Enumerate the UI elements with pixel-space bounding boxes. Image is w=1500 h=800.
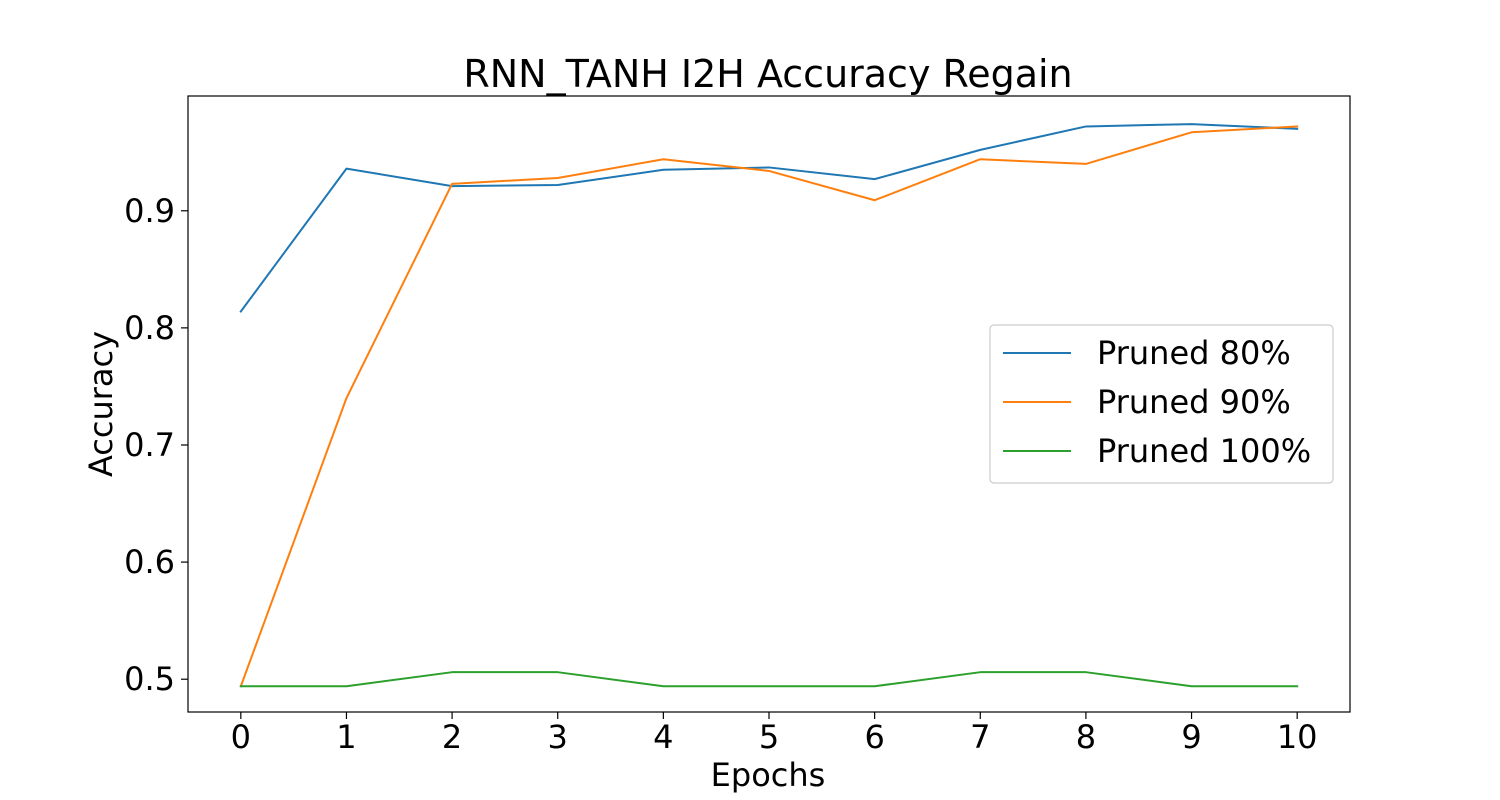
x-tick-label: 10 bbox=[1277, 718, 1318, 756]
legend-box bbox=[989, 324, 1334, 484]
x-axis-ticks: 0 1 2 3 4 5 6 7 8 9 10 bbox=[231, 712, 1318, 756]
x-tick-label: 3 bbox=[548, 718, 568, 756]
x-tick-label: 5 bbox=[759, 718, 779, 756]
series-line-2 bbox=[239, 125, 1299, 688]
x-tick-label: 6 bbox=[864, 718, 884, 756]
chart-title: RNN_TANH I2H Accuracy Regain bbox=[463, 52, 1072, 96]
y-tick-label: 0.6 bbox=[124, 543, 175, 581]
y-tick-label: 0.9 bbox=[124, 192, 175, 230]
series-line-3 bbox=[239, 671, 1299, 688]
series-line-1 bbox=[239, 123, 1299, 313]
y-tick-label: 0.7 bbox=[124, 426, 175, 464]
x-tick-label: 8 bbox=[1076, 718, 1096, 756]
x-axis-label: Epochs bbox=[711, 756, 826, 794]
x-tick-label: 7 bbox=[970, 718, 990, 756]
legend: Pruned 80% Pruned 90% Pruned 100% bbox=[989, 324, 1334, 484]
legend-entries: Pruned 80% Pruned 90% Pruned 100% bbox=[1003, 334, 1311, 470]
y-tick-label: 0.5 bbox=[124, 660, 175, 698]
x-tick-label: 9 bbox=[1181, 718, 1201, 756]
x-tick-label: 1 bbox=[336, 718, 356, 756]
y-axis-label: Accuracy bbox=[82, 331, 120, 477]
y-tick-label: 0.8 bbox=[124, 309, 175, 347]
x-tick-label: 0 bbox=[231, 718, 251, 756]
legend-label-1: Pruned 80% bbox=[1097, 334, 1291, 372]
series-layer bbox=[239, 123, 1299, 688]
y-axis-ticks: 0.5 0.6 0.7 0.8 0.9 bbox=[124, 192, 188, 698]
legend-label-3: Pruned 100% bbox=[1097, 432, 1311, 470]
x-tick-label: 2 bbox=[442, 718, 462, 756]
legend-label-2: Pruned 90% bbox=[1097, 383, 1291, 421]
x-tick-label: 4 bbox=[653, 718, 673, 756]
